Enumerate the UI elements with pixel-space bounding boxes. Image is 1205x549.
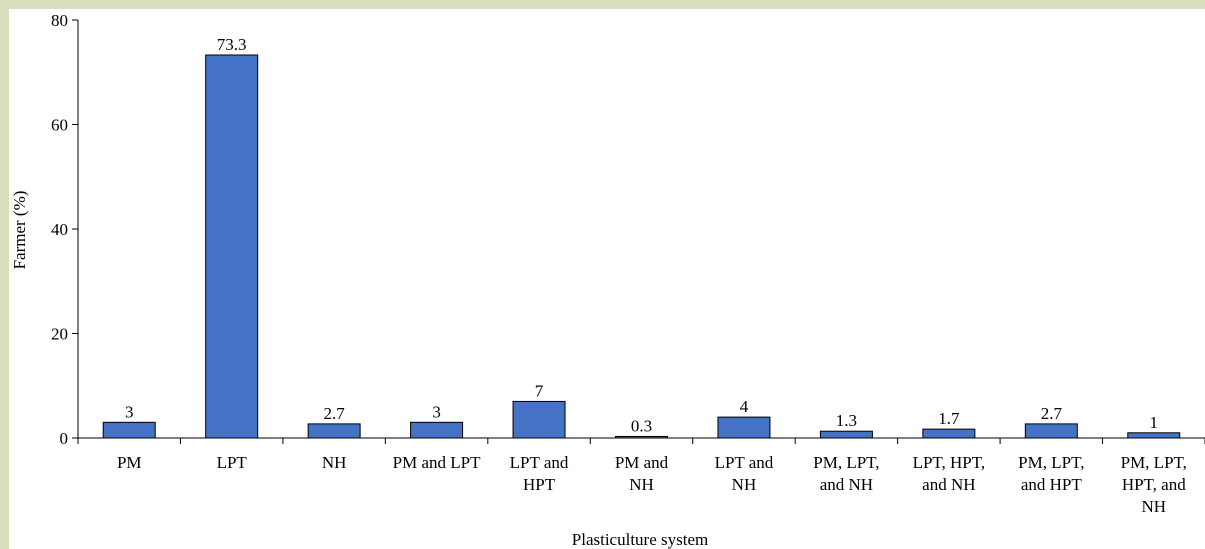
x-tick-label: LPT and NH <box>715 453 774 494</box>
data-label: 1.3 <box>836 411 857 430</box>
data-label: 73.3 <box>217 35 247 54</box>
bar <box>102 421 156 439</box>
x-tick-label: LPT <box>217 453 248 472</box>
data-label: 3 <box>125 402 134 421</box>
bar <box>922 428 976 439</box>
x-tick-label: PM, LPT, and HPT <box>1018 453 1084 494</box>
data-label: 2.7 <box>324 404 346 423</box>
bar <box>205 54 259 439</box>
x-tick-label: PM <box>117 453 142 472</box>
x-tick-label: LPT and HPT <box>510 453 569 494</box>
y-tick-label: 80 <box>51 11 68 30</box>
y-axis-title: Farmer (%) <box>10 191 29 270</box>
bar <box>615 435 668 439</box>
y-tick-label: 20 <box>51 325 68 344</box>
x-tick-label: LPT, HPT, and NH <box>913 453 986 494</box>
bar <box>1127 432 1181 439</box>
bars <box>102 54 1181 439</box>
data-label: 1 <box>1150 413 1159 432</box>
data-label: 7 <box>535 381 544 400</box>
x-axis <box>77 437 1205 444</box>
y-tick-label: 40 <box>51 220 68 239</box>
x-tick-label: PM, LPT, HPT, and NH <box>1121 453 1187 516</box>
data-label: 4 <box>740 397 749 416</box>
data-label: 3 <box>432 402 441 421</box>
x-tick-labels: PM LPT NH PM and LPT LPT and HPT PM and NH LPT a… <box>117 453 1187 516</box>
x-tick-label: PM, LPT, and NH <box>813 453 879 494</box>
y-tick-label: 60 <box>51 116 68 135</box>
bar <box>410 421 464 439</box>
bar <box>819 430 873 439</box>
bar <box>717 416 771 439</box>
y-tick-label: 0 <box>60 429 69 448</box>
data-label: 2.7 <box>1041 404 1063 423</box>
x-tick-label: PM and LPT <box>393 453 481 472</box>
bar <box>512 400 566 439</box>
value-labels: 3 73.3 2.7 3 7 0.3 4 1.3 1.7 2.7 1 <box>125 35 1158 435</box>
bar <box>1024 423 1078 439</box>
x-axis-title: Plasticulture system <box>572 530 708 549</box>
data-label: 0.3 <box>631 416 652 435</box>
data-label: 1.7 <box>938 409 960 428</box>
x-tick-label: PM and NH <box>615 453 669 494</box>
x-tick-label: NH <box>322 453 347 472</box>
y-axis: 0 20 40 60 80 <box>51 11 79 448</box>
bar <box>307 423 361 439</box>
